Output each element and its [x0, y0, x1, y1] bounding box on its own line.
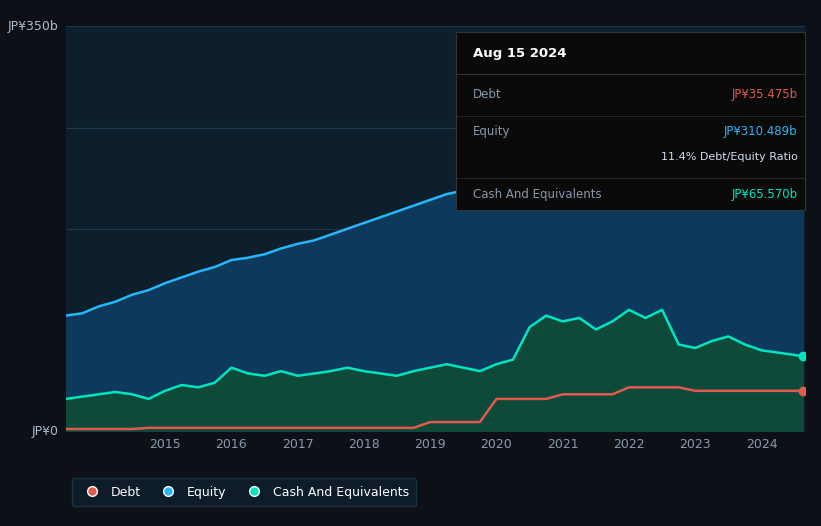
Text: Cash And Equivalents: Cash And Equivalents [473, 188, 602, 201]
Text: Debt: Debt [473, 88, 502, 100]
Text: Aug 15 2024: Aug 15 2024 [473, 46, 566, 59]
Text: 11.4% Debt/Equity Ratio: 11.4% Debt/Equity Ratio [661, 151, 797, 162]
Legend: Debt, Equity, Cash And Equivalents: Debt, Equity, Cash And Equivalents [72, 478, 416, 506]
Text: JP¥310.489b: JP¥310.489b [724, 125, 797, 138]
Text: Equity: Equity [473, 125, 511, 138]
Text: JP¥65.570b: JP¥65.570b [732, 188, 797, 201]
Text: JP¥350b: JP¥350b [8, 20, 59, 33]
Text: JP¥0: JP¥0 [32, 425, 59, 438]
Text: JP¥35.475b: JP¥35.475b [732, 88, 797, 100]
